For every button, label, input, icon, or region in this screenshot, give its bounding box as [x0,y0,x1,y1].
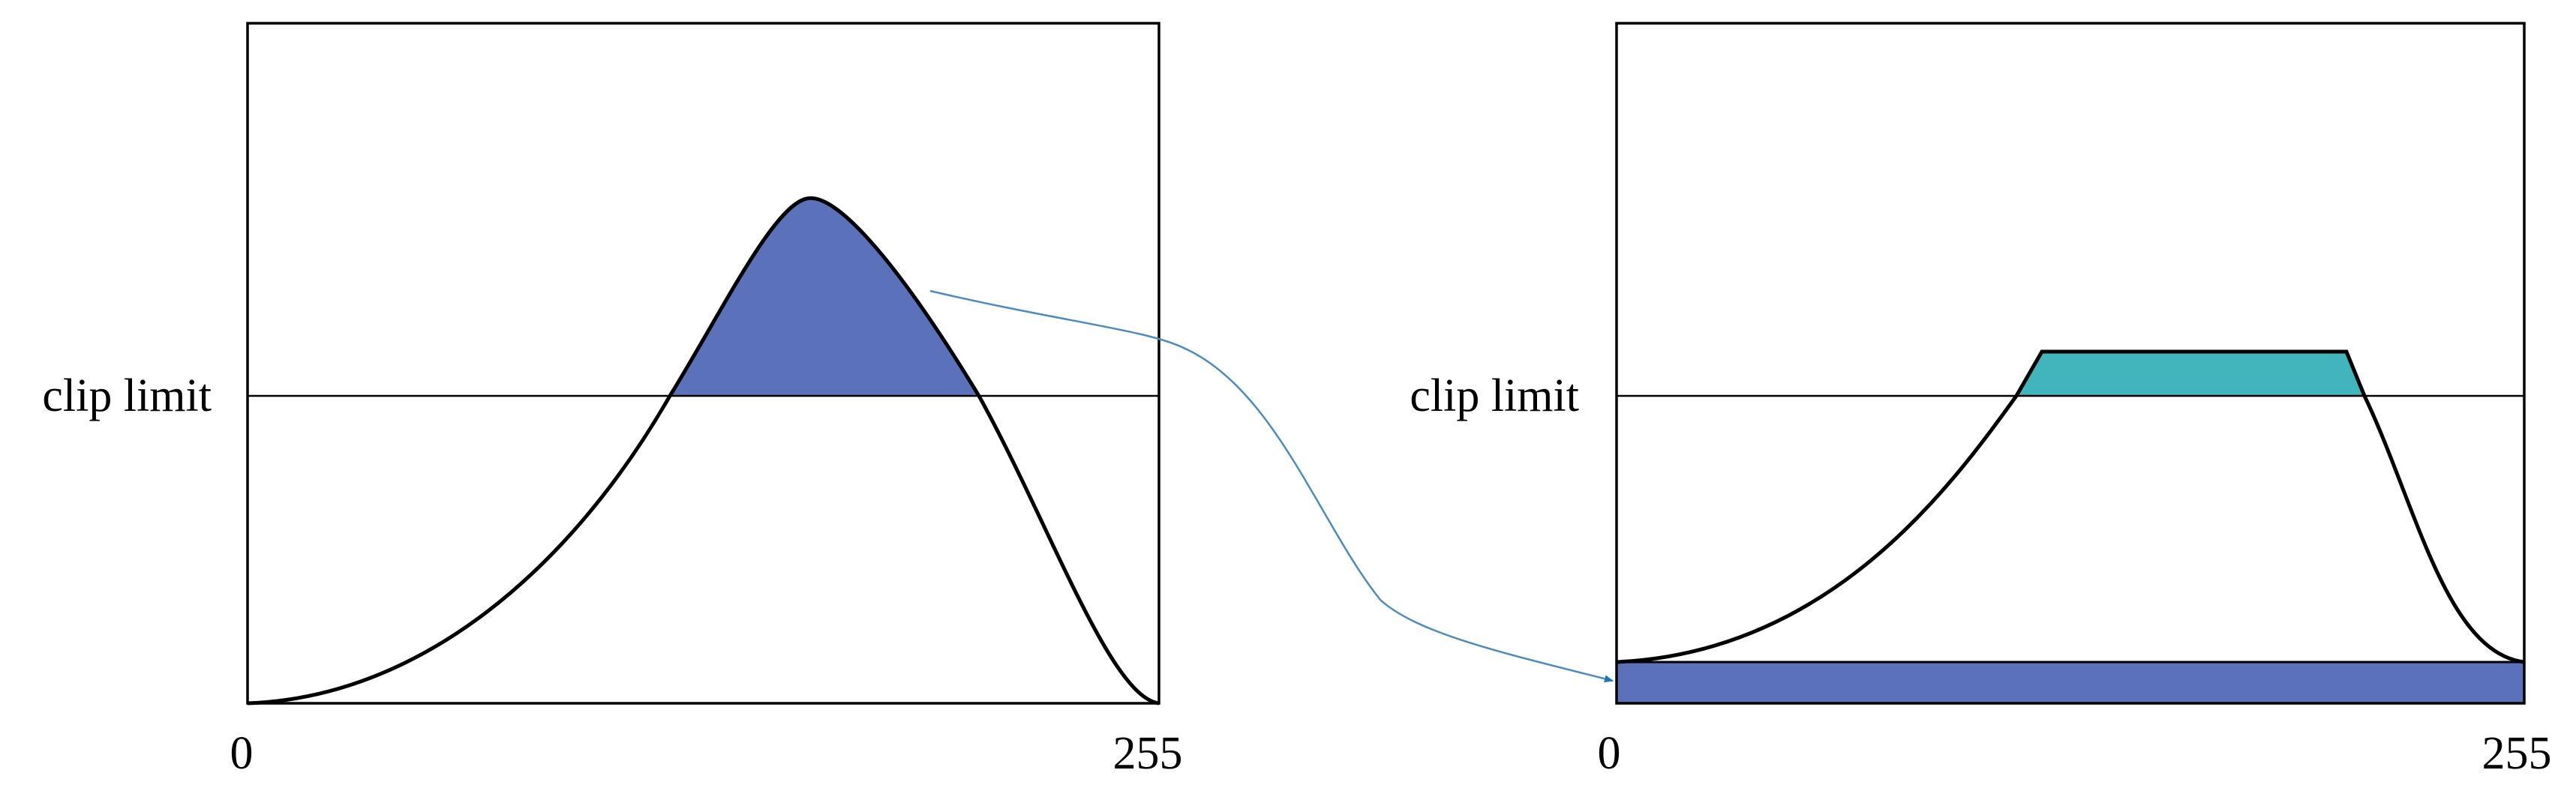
right-x-max-label: 255 [2482,728,2552,779]
right-plot-frame [1615,22,2526,705]
left-clipped-excess-area [670,198,979,396]
right-clipped-top-area [2016,352,2364,396]
left-x-max-label: 255 [1113,728,1183,779]
right-histogram-curve [1616,349,2525,664]
left-histogram-panel: clip limit 0 255 [42,22,1183,779]
left-histogram-curve [247,196,1160,706]
left-plot-frame [246,22,1160,705]
right-histogram-panel: clip limit 0 255 [1410,22,2552,779]
left-clip-limit-label: clip limit [42,370,212,421]
right-redistributed-band [1615,661,2526,705]
right-x-min-label: 0 [1598,728,1621,779]
redistribution-arrow [929,289,1614,683]
left-x-min-label: 0 [230,728,254,779]
right-clip-limit-label: clip limit [1410,370,1579,421]
